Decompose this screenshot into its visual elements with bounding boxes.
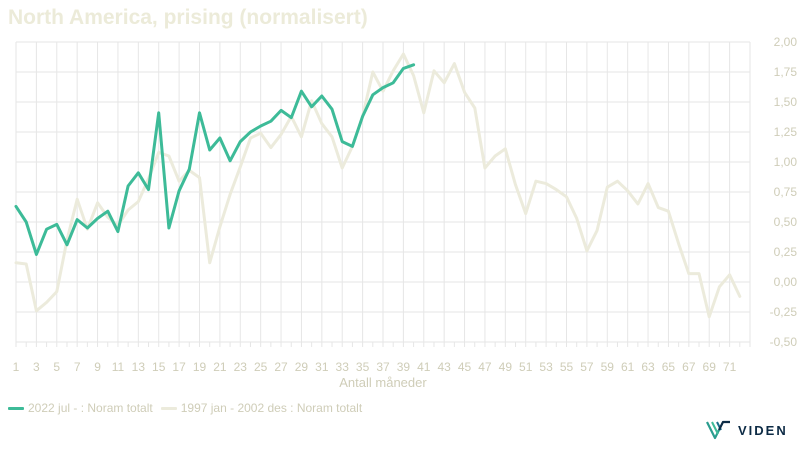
- x-tick-label: 5: [53, 360, 60, 374]
- x-tick-label: 65: [662, 360, 676, 374]
- y-tick-label: -0,25: [770, 305, 798, 319]
- x-tick-label: 61: [621, 360, 635, 374]
- y-tick-label: 2,00: [774, 35, 798, 49]
- x-tick-label: 43: [437, 360, 451, 374]
- x-tick-label: 7: [74, 360, 81, 374]
- legend-item-series-1[interactable]: 2022 jul - : Noram totalt: [8, 401, 153, 415]
- series-line-2: [14, 52, 742, 319]
- legend-swatch-series-2: [160, 406, 177, 410]
- legend-item-series-2[interactable]: 1997 jan - 2002 des : Noram totalt: [160, 401, 363, 415]
- viden-logo-text: VIDEN: [738, 422, 788, 438]
- legend-swatch-series-1: [8, 406, 24, 410]
- y-tick-label: 1,75: [774, 65, 798, 79]
- x-tick-label: 71: [723, 360, 737, 374]
- chart-title: North America, prising (normalisert): [8, 6, 368, 29]
- x-tick-label: 3: [33, 360, 40, 374]
- x-tick-label: 15: [152, 360, 166, 374]
- x-tick-label: 53: [539, 360, 553, 374]
- x-tick-label: 31: [315, 360, 329, 374]
- legend: 2022 jul - : Noram totalt 1997 jan - 200…: [8, 401, 362, 415]
- y-tick-label: 0,75: [774, 185, 798, 199]
- y-tick-label: 0,25: [774, 245, 798, 259]
- legend-label-series-1: 2022 jul - : Noram totalt: [28, 401, 153, 415]
- x-tick-label: 19: [193, 360, 207, 374]
- series-line-1: [14, 63, 416, 256]
- x-tick-label: 23: [234, 360, 248, 374]
- x-tick-label: 59: [601, 360, 615, 374]
- x-tick-label: 39: [397, 360, 411, 374]
- x-tick-label: 41: [417, 360, 431, 374]
- x-axis-label: Antall måneder: [339, 375, 427, 390]
- viden-logo-icon: [706, 420, 730, 440]
- x-tick-label: 21: [213, 360, 227, 374]
- x-tick-label: 29: [295, 360, 309, 374]
- x-tick-label: 35: [356, 360, 370, 374]
- x-tick-label: 69: [703, 360, 717, 374]
- x-tick-label: 45: [458, 360, 472, 374]
- y-tick-label: 0,50: [774, 215, 798, 229]
- legend-label-series-2: 1997 jan - 2002 des : Noram totalt: [180, 401, 363, 415]
- x-tick-label: 49: [499, 360, 513, 374]
- x-tick-label: 55: [560, 360, 574, 374]
- x-tick-label: 33: [336, 360, 350, 374]
- x-tick-label: 17: [172, 360, 186, 374]
- y-tick-label: 1,50: [774, 95, 798, 109]
- x-tick-label: 57: [580, 360, 594, 374]
- x-tick-label: 25: [254, 360, 268, 374]
- x-tick-label: 11: [112, 360, 125, 374]
- viden-logo: VIDEN: [706, 420, 788, 440]
- x-tick-label: 37: [376, 360, 390, 374]
- x-tick-label: 67: [682, 360, 696, 374]
- x-tick-label: 27: [274, 360, 288, 374]
- x-tick-label: 51: [519, 360, 533, 374]
- y-tick-label: 0,00: [774, 275, 798, 289]
- y-tick-label: 1,25: [774, 125, 798, 139]
- x-tick-label: 13: [132, 360, 146, 374]
- y-tick-label: 1,00: [774, 155, 798, 169]
- x-tick-label: 47: [478, 360, 492, 374]
- x-tick-label: 63: [641, 360, 655, 374]
- x-tick-label: 9: [94, 360, 101, 374]
- x-tick-label: 1: [13, 360, 20, 374]
- y-tick-label: -0,50: [770, 335, 798, 349]
